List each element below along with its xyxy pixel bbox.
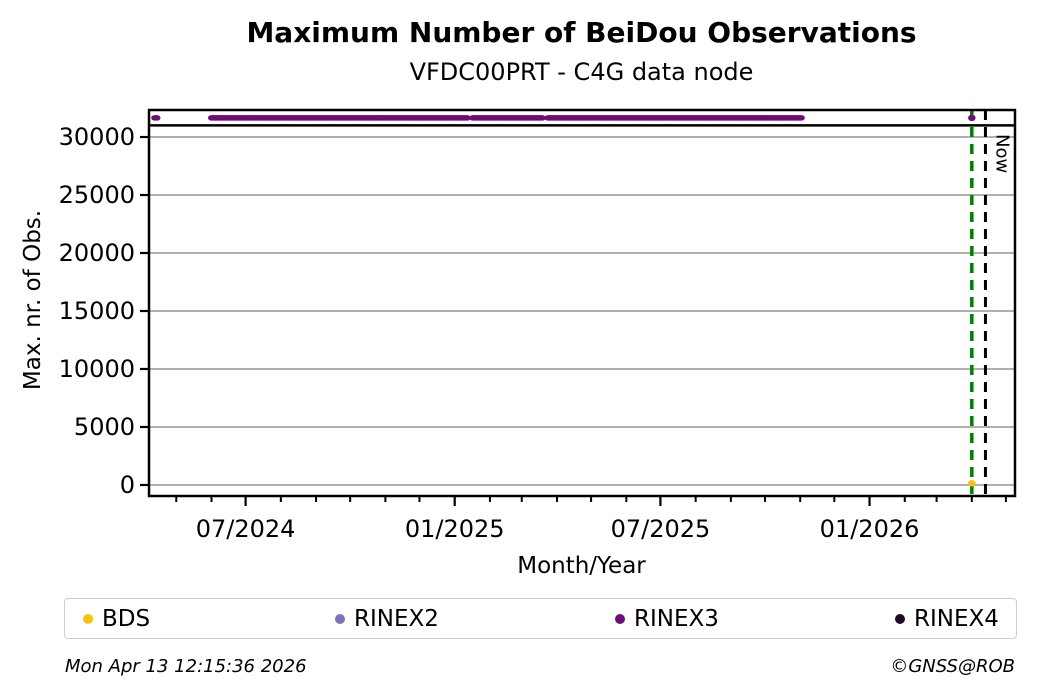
- legend-label-rinex4: RINEX4: [914, 605, 999, 632]
- chart-title: Maximum Number of BeiDou Observations: [246, 16, 917, 49]
- y-axis-label: Max. nr. of Obs.: [20, 209, 46, 391]
- data-point-rinex3: [797, 115, 805, 121]
- legend-box: BDS RINEX2 RINEX3 RINEX4: [64, 598, 1017, 639]
- legend-label-bds: BDS: [102, 605, 151, 632]
- bds-marker-icon: [83, 613, 93, 624]
- y-tick-label: 15000: [59, 297, 135, 325]
- plot-frame: [147, 108, 1017, 498]
- data-point-rinex3: [153, 115, 161, 121]
- x-tick-label: 01/2026: [820, 515, 920, 543]
- chart-subtitle: VFDC00PRT - C4G data node: [409, 58, 754, 86]
- legend-label-rinex2: RINEX2: [354, 605, 439, 632]
- legend-item-rinex3: RINEX3: [615, 606, 895, 632]
- plot-canvas: Now 07/2024 01/2025 07/2025 01/2026 0 5000 1000…: [59, 108, 1017, 543]
- x-tick-label: 01/2025: [405, 515, 505, 543]
- credit-text: ©GNSS@ROB: [890, 656, 1015, 677]
- rinex3-marker-icon: [615, 613, 625, 624]
- y-tick-label: 25000: [59, 181, 135, 209]
- data-point-rinex3: [463, 115, 471, 121]
- x-axis-label: Month/Year: [517, 553, 646, 579]
- legend-item-rinex4: RINEX4: [895, 606, 1016, 632]
- y-tick-label: 30000: [59, 123, 135, 151]
- x-tick-label: 07/2025: [611, 515, 711, 543]
- y-tick-label: 0: [120, 471, 135, 499]
- legend-item-rinex2: RINEX2: [335, 606, 615, 632]
- rinex4-marker-icon: [895, 613, 905, 624]
- plot-timestamp: Mon Apr 13 12:15:36 2026: [65, 656, 307, 677]
- y-tick-label: 20000: [59, 239, 135, 267]
- x-tick-label: 07/2024: [196, 515, 296, 543]
- rinex2-marker-icon: [335, 613, 345, 624]
- legend-item-bds: BDS: [83, 606, 335, 632]
- data-point-bds: [968, 480, 976, 487]
- now-label: Now: [991, 134, 1012, 173]
- legend-label-rinex3: RINEX3: [634, 605, 719, 632]
- data-point-rinex3: [538, 115, 546, 121]
- data-point-rinex3: [968, 114, 976, 122]
- y-tick-label: 10000: [59, 355, 135, 383]
- y-tick-label: 5000: [74, 413, 135, 441]
